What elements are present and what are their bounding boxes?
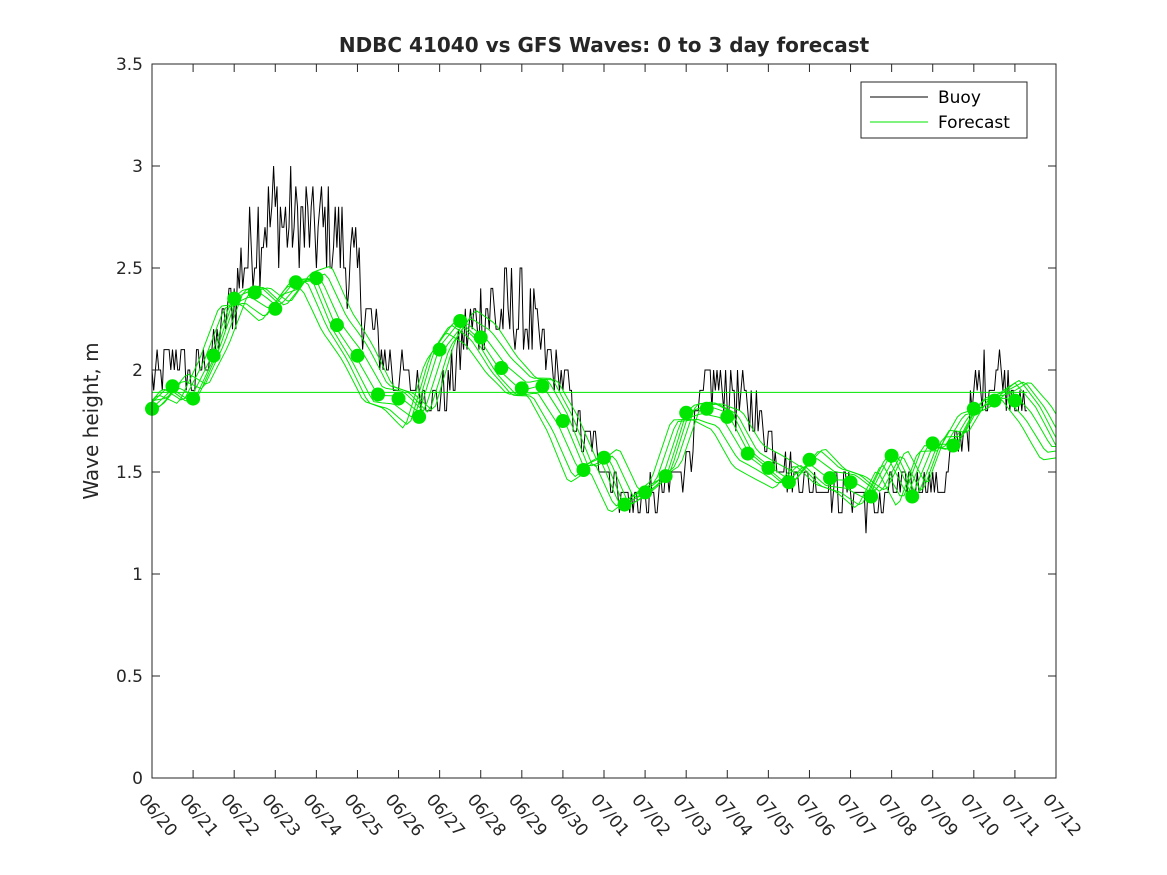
forecast-point xyxy=(946,438,961,453)
forecast-point xyxy=(391,391,406,406)
y-tick-label: 1.5 xyxy=(116,463,143,483)
forecast-point xyxy=(268,301,283,316)
legend-forecast-label: Forecast xyxy=(938,113,1010,133)
buoy-series xyxy=(151,165,1027,534)
forecast-point xyxy=(576,463,591,477)
forecast-point xyxy=(658,469,673,484)
legend-buoy-label: Buoy xyxy=(938,88,981,108)
forecast-point xyxy=(432,342,447,357)
forecast-point xyxy=(679,405,694,420)
y-tick-label: 0 xyxy=(132,769,143,789)
forecast-point xyxy=(350,348,365,363)
forecast-point xyxy=(761,460,776,475)
forecast-run-1 xyxy=(151,287,1057,513)
forecast-point xyxy=(535,379,550,394)
forecast-point xyxy=(494,361,509,375)
chart-title: NDBC 41040 vs GFS Waves: 0 to 3 day fore… xyxy=(339,33,870,57)
y-axis: 0 0.5 1 1.5 2 2.5 3 3.5 xyxy=(116,55,1056,789)
forecast-point xyxy=(823,471,837,486)
forecast-point xyxy=(966,401,981,416)
forecast-point xyxy=(1007,393,1022,408)
y-tick-label: 1 xyxy=(132,565,143,585)
legend-box xyxy=(860,81,1028,139)
y-tick-label: 0.5 xyxy=(116,667,143,687)
y-tick-label: 2.5 xyxy=(116,259,143,279)
forecast-point xyxy=(329,318,344,333)
forecast-point xyxy=(925,436,940,451)
forecast-point xyxy=(371,387,385,402)
y-tick-label: 3 xyxy=(132,157,143,177)
forecast-run-3 xyxy=(151,278,1056,506)
y-axis-label: Wave height, m xyxy=(79,342,103,499)
legend: Buoy Forecast xyxy=(860,81,1028,139)
forecast-point xyxy=(699,401,714,416)
forecast-point xyxy=(473,330,488,345)
forecast-point xyxy=(309,271,324,286)
forecast-point xyxy=(740,446,755,461)
y-tick-label: 2 xyxy=(132,361,143,381)
forecast-point xyxy=(617,497,632,512)
forecast-point xyxy=(206,348,221,363)
forecast-point xyxy=(864,489,879,504)
forecast-point xyxy=(720,409,735,424)
forecast-point xyxy=(288,275,303,290)
forecast-point xyxy=(781,475,796,490)
forecast-point xyxy=(514,381,529,396)
forecast-point xyxy=(843,475,858,490)
y-tick-label: 3.5 xyxy=(116,55,143,75)
forecast-point xyxy=(987,393,1002,408)
forecast-point xyxy=(555,414,570,428)
forecast-point xyxy=(227,291,242,306)
forecast-point xyxy=(905,489,920,504)
forecast-point xyxy=(186,391,201,406)
forecast-point xyxy=(247,285,262,300)
forecast-point xyxy=(802,452,817,467)
forecast-point xyxy=(884,448,899,463)
forecast-point xyxy=(165,379,180,394)
forecast-point xyxy=(638,485,653,500)
forecast-point xyxy=(412,409,427,424)
forecast-point xyxy=(453,314,468,328)
forecast-point xyxy=(597,450,611,465)
